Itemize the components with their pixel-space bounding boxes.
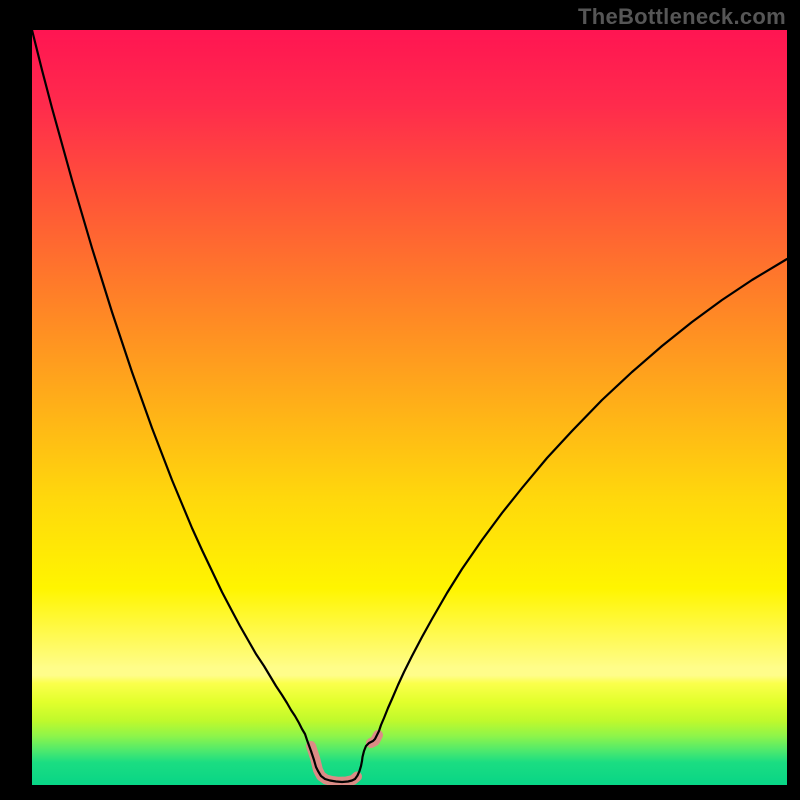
frame-right [787,0,800,800]
bottleneck-curve [32,30,787,782]
plot-area [32,30,787,785]
chart-svg [32,30,787,785]
attribution-text: TheBottleneck.com [578,4,786,30]
accent-blob-0 [311,746,320,774]
frame-left [0,0,32,800]
frame-bottom [0,785,800,800]
